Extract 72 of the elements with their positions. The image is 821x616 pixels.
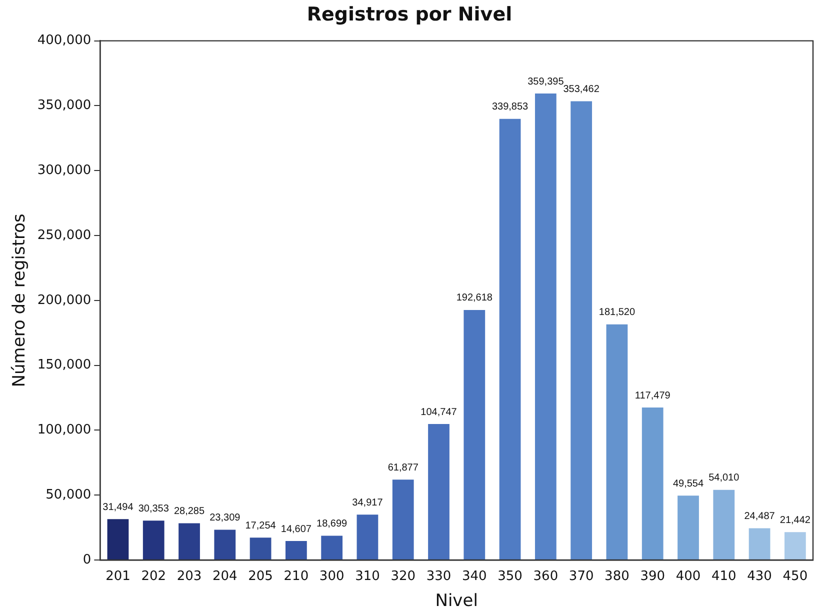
- bar: [713, 490, 735, 560]
- data-label: 104,747: [420, 406, 458, 418]
- x-tick-label: 360: [533, 569, 558, 584]
- data-label: 21,442: [780, 514, 811, 526]
- bar: [570, 101, 592, 560]
- data-label: 359,395: [528, 76, 564, 88]
- x-tick-label: 203: [176, 569, 202, 584]
- bar: [178, 523, 200, 560]
- data-label: 339,853: [492, 102, 529, 113]
- x-tick-label: 320: [390, 569, 416, 584]
- y-tick-label: 350,000: [37, 98, 92, 114]
- bar: [285, 541, 307, 560]
- data-label: 23,309: [210, 512, 241, 524]
- x-tick-label: 430: [747, 569, 772, 584]
- bar: [606, 324, 628, 560]
- x-tick-label: 400: [676, 569, 701, 584]
- x-tick-label: 210: [284, 569, 309, 584]
- y-tick-label: 0: [82, 552, 92, 568]
- x-tick-label: 204: [212, 569, 238, 584]
- x-tick-label: 410: [711, 569, 736, 584]
- x-tick-label: 390: [640, 569, 666, 584]
- y-tick-label: 400,000: [37, 33, 92, 48]
- data-label: 24,487: [744, 510, 776, 522]
- data-label: 117,479: [634, 390, 671, 402]
- data-label: 49,554: [672, 478, 704, 490]
- y-tick-label: 50,000: [46, 487, 92, 502]
- bar: [250, 538, 272, 560]
- x-tick-label: 340: [462, 569, 487, 584]
- y-tick-label: 200,000: [37, 292, 92, 308]
- x-axis-title: Nivel: [435, 591, 478, 612]
- x-tick-label: 310: [355, 569, 380, 584]
- x-tick-label: 350: [498, 569, 522, 584]
- bar: [428, 424, 450, 560]
- data-label: 192,618: [456, 292, 493, 304]
- x-tick-label: 202: [141, 569, 166, 584]
- x-tick-label: 300: [319, 569, 344, 584]
- data-label: 34,917: [352, 497, 384, 508]
- data-label: 18,699: [316, 518, 348, 530]
- data-label: 61,877: [388, 462, 419, 474]
- bar: [464, 310, 486, 560]
- x-tick-label: 370: [568, 569, 594, 584]
- x-tick-label: 205: [248, 569, 273, 584]
- bar: [321, 536, 343, 560]
- bar: [142, 520, 164, 560]
- bar: [214, 530, 236, 560]
- chart-title: Registros por Nivel: [306, 3, 512, 26]
- y-axis-title: Número de registros: [10, 213, 30, 388]
- bar: [678, 496, 699, 560]
- data-label: 17,254: [245, 520, 276, 532]
- y-tick-label: 100,000: [37, 422, 92, 438]
- data-label: 31,494: [102, 502, 134, 513]
- data-label: 14,607: [280, 524, 312, 535]
- y-tick-label: 250,000: [37, 228, 92, 243]
- bar: [784, 532, 806, 560]
- data-label: 28,285: [174, 506, 205, 518]
- bar: [356, 514, 378, 560]
- x-tick-label: 450: [782, 569, 808, 584]
- x-tick-label: 330: [426, 569, 452, 584]
- data-label: 54,010: [708, 472, 740, 484]
- bar: [534, 94, 556, 560]
- x-tick-label: 380: [604, 569, 630, 584]
- data-label: 30,353: [138, 503, 170, 514]
- bar: [642, 408, 664, 560]
- bar: [499, 118, 521, 560]
- bar: [748, 528, 770, 560]
- y-tick-label: 150,000: [37, 358, 92, 373]
- data-label: 353,462: [563, 84, 600, 95]
- x-tick-label: 201: [106, 569, 130, 584]
- y-tick-label: 300,000: [37, 162, 92, 178]
- bar: [392, 480, 414, 560]
- bar: [107, 519, 129, 560]
- data-label: 181,520: [598, 307, 636, 318]
